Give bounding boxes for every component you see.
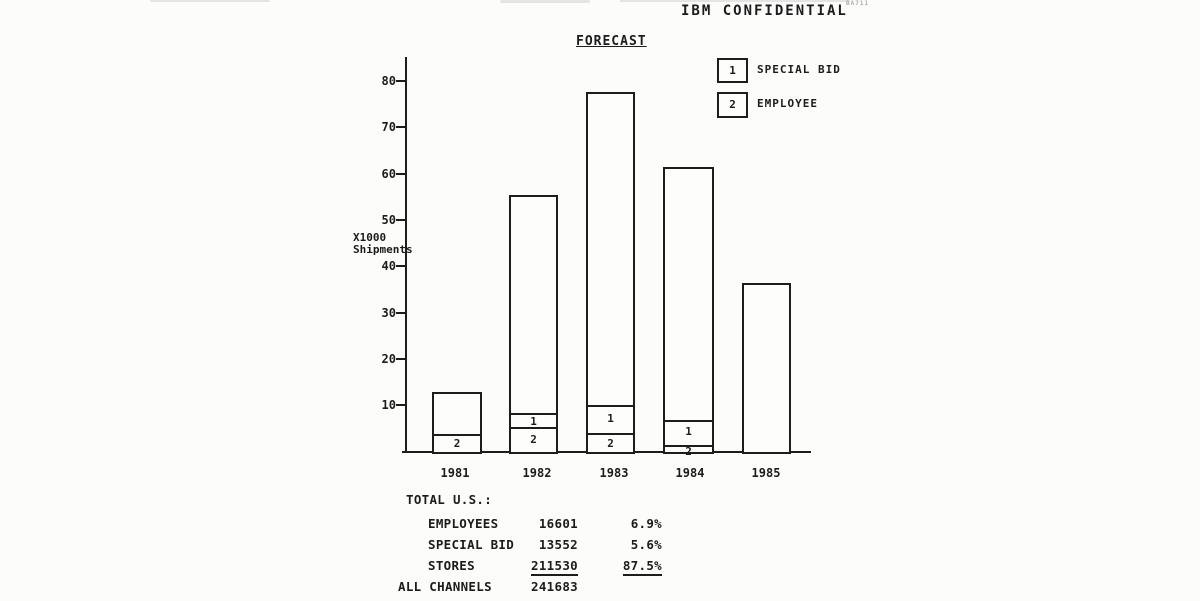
y-tick-label: 50 [381,213,396,227]
special-bid-segment-label: 1 [685,425,692,438]
segment-divider [511,413,556,415]
legend-label-employee: EMPLOYEE [757,97,818,110]
bar-1985 [742,283,791,454]
employee-segment-label: 2 [530,433,537,446]
employee-segment-label: 2 [685,445,692,458]
employee-segment-label: 2 [453,437,461,450]
table-row: EMPLOYEES 16601 6.9% [398,517,662,530]
x-label-1984: 1984 [675,466,705,480]
row-label: ALL CHANNELS [398,579,492,594]
y-tick-label: 30 [381,306,396,320]
y-tick-label: 70 [381,120,396,134]
y-tick-30 [396,312,406,314]
doc-code: BA711 [846,0,870,7]
table-total-row: ALL CHANNELS 241683 [398,580,662,593]
row-percent: 6.9% [630,516,662,531]
legend-swatch-special-bid: 1 [717,58,748,83]
x-label-1981: 1981 [440,466,470,480]
x-label-1985: 1985 [751,466,781,480]
y-tick-10 [396,404,406,406]
y-tick-label: 10 [381,398,396,412]
employee-segment-label: 2 [607,437,614,450]
x-label-1983: 1983 [599,466,629,480]
row-label: SPECIAL BID [428,537,515,552]
row-label: STORES [428,558,475,573]
y-tick-label: 40 [381,259,396,273]
legend-swatch-employee: 2 [717,92,748,118]
legend-label-special-bid: SPECIAL BID [757,63,841,76]
y-axis-title-line1: X1000 [353,231,387,244]
y-tick-60 [396,173,406,175]
bar-1983: 1 2 [586,92,635,454]
y-tick-label: 60 [381,167,396,181]
row-percent: 5.6% [630,537,662,552]
x-label-1982: 1982 [522,466,552,480]
segment-divider [588,433,633,435]
y-axis-title-line2: Shipments [353,242,413,256]
scan-artifact [150,0,270,2]
segment-divider [665,445,712,447]
row-value: 211530 [531,558,578,576]
y-tick-80 [396,80,406,82]
segment-divider [434,434,480,436]
chart-title: FORECAST [576,34,647,49]
y-tick-20 [396,358,406,360]
y-tick-label: 80 [381,74,396,88]
row-value: 241683 [531,579,578,594]
scan-artifact [620,0,850,2]
y-tick-70 [396,126,406,128]
totals-table-title: TOTAL U.S.: [406,492,493,507]
confidential-stamp: IBM CONFIDENTIAL [681,3,848,19]
row-percent: 87.5% [622,558,662,576]
bar-1984: 1 2 [663,167,714,458]
table-row: STORES 211530 87.5% [398,558,662,576]
special-bid-segment-label: 1 [530,415,537,428]
special-bid-segment-label: 1 [607,412,614,425]
segment-divider [511,427,556,429]
row-label: EMPLOYEES [428,516,499,531]
y-tick-50 [396,219,406,221]
y-tick-label: 20 [381,352,396,366]
totals-table: TOTAL U.S.: EMPLOYEES 16601 6.9% SPECIAL… [398,492,662,601]
y-axis-title: X1000 Shipments [353,232,413,255]
segment-divider [665,420,712,422]
segment-divider [588,405,633,407]
bar-1981: 2 [432,392,482,454]
bar-1982: 1 2 [509,195,558,454]
table-row: SPECIAL BID 13552 5.6% [398,538,662,551]
row-value: 16601 [538,516,578,531]
scan-artifact [500,0,590,3]
row-value: 13552 [538,537,578,552]
y-tick-40 [396,265,406,267]
y-axis-line [405,57,407,453]
